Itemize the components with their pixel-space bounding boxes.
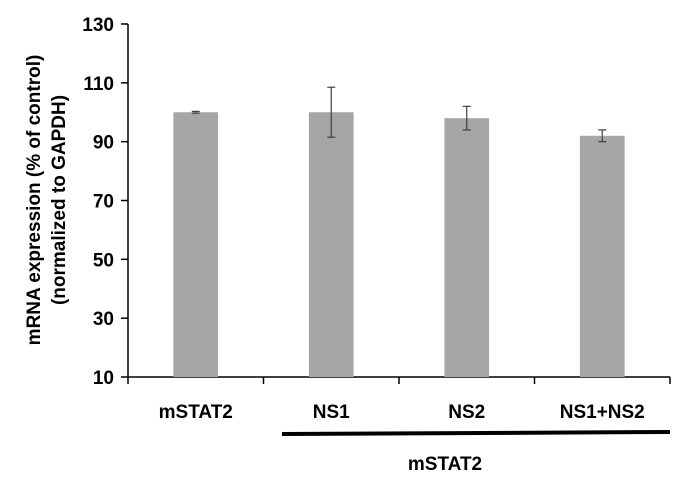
group-label: mSTAT2 <box>408 454 482 475</box>
y-axis-title-line2: (normalized to GAPDH) <box>49 95 70 305</box>
y-tick-label: 70 <box>93 192 114 213</box>
y-axis-title-line1: mRNA expression (% of control) <box>24 55 45 346</box>
plot-area: 10 30 50 70 90 110 130 mSTAT2 NS1 NS2 NS1+NS2 <box>82 15 671 436</box>
y-tick-label: 10 <box>93 368 114 389</box>
x-tick-label: NS2 <box>448 402 485 423</box>
x-tick-label: NS1 <box>313 402 350 423</box>
y-tick-label: 130 <box>82 15 114 36</box>
group-bracket-line <box>281 430 671 436</box>
bar <box>308 112 354 377</box>
bar <box>444 118 490 377</box>
bar <box>579 135 625 377</box>
x-tick-label: NS1+NS2 <box>560 402 645 423</box>
y-axis-title: mRNA expression (% of control) (normaliz… <box>24 55 70 346</box>
y-tick-label: 110 <box>83 74 114 95</box>
y-tick-label: 90 <box>93 133 114 154</box>
y-tick-label: 50 <box>93 250 114 271</box>
bar <box>173 112 219 377</box>
x-tick-label: mSTAT2 <box>159 402 233 423</box>
y-tick-label: 30 <box>93 309 114 330</box>
